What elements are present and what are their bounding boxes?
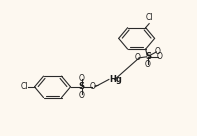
Text: O: O <box>79 91 85 100</box>
Text: O: O <box>157 52 163 61</box>
Text: Cl: Cl <box>20 82 28 91</box>
Text: O: O <box>79 74 85 83</box>
Text: S: S <box>79 82 85 91</box>
Text: O: O <box>155 47 161 56</box>
Text: S: S <box>145 52 151 61</box>
Text: O: O <box>90 82 96 91</box>
Text: Cl: Cl <box>146 13 153 22</box>
Text: O: O <box>145 60 151 69</box>
Text: O: O <box>135 53 141 62</box>
Text: Hg: Hg <box>109 75 122 84</box>
Text: −: − <box>93 82 98 87</box>
